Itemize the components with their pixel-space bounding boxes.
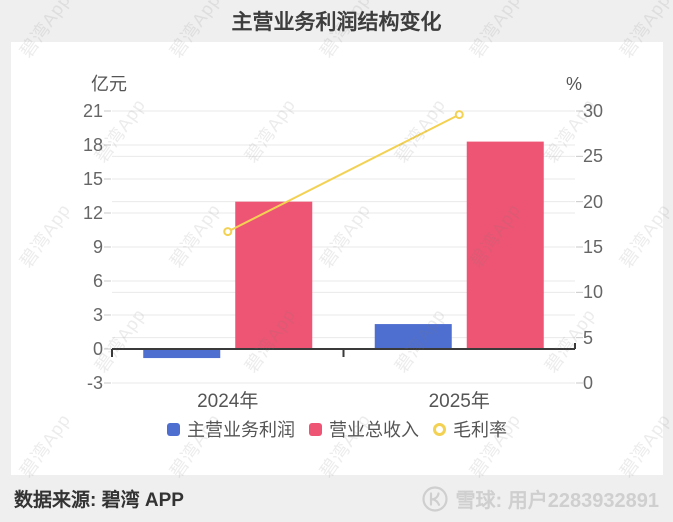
plot-area bbox=[104, 110, 583, 384]
right-tick-label: 10 bbox=[583, 282, 604, 303]
left-tick-label: 18 bbox=[82, 135, 103, 155]
credit-text: 雪球: 用户2283932891 bbox=[455, 490, 659, 512]
right-tick-label: 15 bbox=[583, 237, 604, 257]
right-tick-label: 20 bbox=[583, 191, 604, 212]
bar-main-profit-2024年[interactable] bbox=[143, 349, 221, 359]
right-tick-label: 0 bbox=[583, 373, 594, 393]
left-tick-label: 6 bbox=[92, 271, 103, 291]
left-tick-label: 0 bbox=[92, 339, 103, 359]
xueqiu-logo-icon bbox=[421, 485, 448, 512]
legend-label: 营业总收入 bbox=[329, 420, 419, 440]
chart-title: 主营业务利润结构变化 bbox=[231, 11, 442, 34]
legend-marker-square-blue bbox=[167, 422, 180, 436]
left-axis-name: 亿元 bbox=[91, 74, 127, 94]
bar-total-revenue-2025年[interactable] bbox=[466, 141, 544, 349]
right-tick-label: 5 bbox=[583, 327, 594, 348]
legend-label: 毛利率 bbox=[453, 420, 507, 440]
xueqiu-credit: 雪球: 用户2283932891 bbox=[421, 484, 659, 513]
left-tick-label: 15 bbox=[82, 169, 103, 189]
left-tick-label: 9 bbox=[92, 237, 103, 257]
legend-marker-ring-yellow bbox=[433, 422, 446, 436]
chart-card: 亿元 % 21 18 15 12 9 6 3 0 -3 30 25 20 15 10 5 0 2024年 2025… bbox=[11, 42, 663, 475]
title-band: 主营业务利润结构变化 bbox=[0, 0, 673, 42]
left-tick-label: -3 bbox=[86, 373, 103, 393]
x-axis-label-2024年: 2024年 bbox=[197, 391, 259, 412]
legend-label: 主营业务利润 bbox=[187, 420, 295, 440]
gross-margin-line bbox=[227, 113, 460, 233]
bar-main-profit-2025年[interactable] bbox=[374, 324, 452, 349]
data-source: 数据来源: 碧湾 APP bbox=[14, 490, 184, 511]
left-tick-label: 3 bbox=[92, 305, 103, 325]
x-axis-label-2025年: 2025年 bbox=[428, 391, 490, 412]
left-tick-label: 21 bbox=[82, 101, 103, 121]
gross-margin-point-2024年[interactable] bbox=[223, 227, 233, 237]
right-tick-label: 25 bbox=[583, 146, 604, 167]
footer: 数据来源: 碧湾 APP 雪球: 用户2283932891 bbox=[0, 475, 673, 522]
gross-margin-point-2025年[interactable] bbox=[454, 110, 464, 120]
legend: 主营业务利润 营业总收入 毛利率 bbox=[11, 416, 663, 442]
legend-item-gross-margin[interactable]: 毛利率 bbox=[433, 416, 507, 442]
legend-item-total-revenue[interactable]: 营业总收入 bbox=[309, 416, 419, 442]
right-tick-label: 30 bbox=[583, 101, 604, 121]
right-axis-name: % bbox=[566, 74, 583, 94]
left-tick-label: 12 bbox=[82, 203, 103, 223]
legend-marker-square-red bbox=[309, 422, 322, 436]
legend-item-main-profit[interactable]: 主营业务利润 bbox=[167, 416, 295, 442]
bar-total-revenue-2024年[interactable] bbox=[235, 201, 313, 349]
